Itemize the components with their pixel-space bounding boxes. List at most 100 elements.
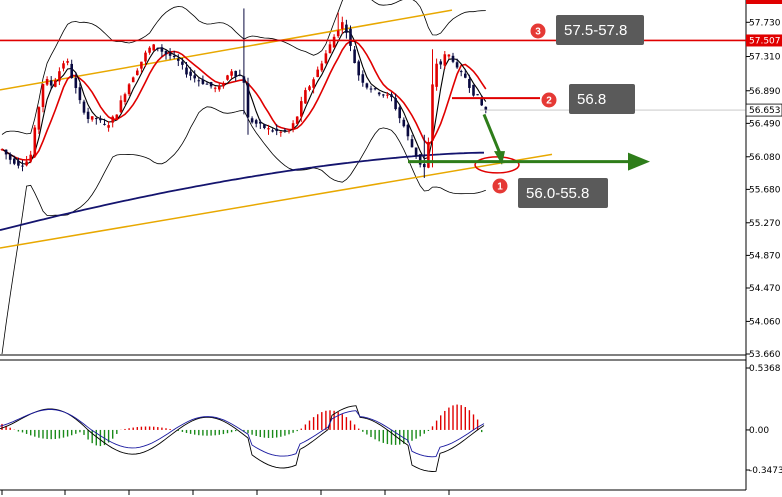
candle-body [218,85,221,90]
candle-body [226,75,229,80]
resistance-price-label: 57.507 [749,36,781,46]
candle-body [45,78,49,85]
candle-body [328,44,332,54]
candle-body [95,118,98,120]
candle-body [414,147,418,157]
candle-body [13,158,16,164]
candle-body [402,119,406,127]
candle-body [484,106,488,111]
candle-body [185,67,188,75]
candle-body [160,47,164,52]
candle-body [459,71,463,73]
annotation-box-1 [518,178,608,208]
candle-body [439,61,442,65]
candle-body [144,52,147,62]
candle-body [308,86,311,90]
candle-body [455,62,459,68]
candle-body [295,116,299,124]
candle-body [230,71,233,76]
candle-body [332,36,336,48]
candle-body [99,118,102,121]
candle-body [49,80,53,86]
candle-body [427,141,430,168]
candle-body [193,75,196,79]
candle-body [304,90,307,104]
candle-body [33,127,37,157]
y-tick-label: 53.660 [749,350,781,360]
annotation-label-3: 57.5-57.8 [564,22,627,39]
candle-body [29,154,32,162]
y-tick-label: 57.730 [749,18,781,28]
arrow-right-head [628,152,650,171]
candle-body [480,98,483,106]
candle-body [283,129,287,131]
candle-body [361,74,365,83]
candle-body [107,125,110,128]
candle-body [341,22,344,29]
candle-body [345,24,348,33]
channel-lower-line [0,153,553,249]
macd-indicator [0,404,485,472]
candle-body [213,87,217,89]
y-tick-label: 56.490 [749,119,781,129]
top-price-tag [746,0,782,4]
candle-body [263,124,266,129]
y-tick-label: 57.310 [749,53,781,63]
candle-body [336,30,340,37]
candle-body [205,83,209,85]
candle-body [152,44,155,51]
candle-body [316,69,319,77]
candle-body [398,107,401,119]
candle-body [41,84,45,108]
candle-body [324,53,328,64]
y-tick-label: 55.270 [749,219,781,229]
annotation-marker-3 [529,22,547,40]
candle-body [25,161,28,166]
candle-body [246,83,250,118]
candle-body [58,71,61,82]
candle-body [291,123,295,130]
y-tick-label: 54.060 [749,317,781,327]
candle-body [66,61,69,63]
candle-body [127,84,131,95]
candle-body [435,63,438,87]
candle-body [8,154,12,160]
candle-body [410,139,414,148]
annotation-box-3 [556,15,644,45]
y-tick-label: 56.080 [749,153,781,163]
candle-body [386,94,389,96]
candle-body [353,49,356,64]
candle-body [86,111,90,119]
candle-body [287,130,291,132]
macd-y-tick-label: 0.5368 [749,364,781,374]
candle-body [254,120,258,124]
candle-body [172,55,176,57]
y-tick-label: 54.470 [749,284,781,294]
candle-body [238,74,242,76]
candle-body [17,160,20,166]
y-tick-label: 55.680 [749,185,781,195]
candle-body [468,79,471,88]
candle-body [103,123,106,125]
candle-body [464,73,467,78]
candle-body [390,94,393,98]
annotation-marker-number-2: 2 [546,96,552,107]
candle-body [377,92,381,95]
candle-body [312,79,315,88]
candle-body [90,116,94,120]
candle-body [300,101,303,117]
candle-body [177,58,180,61]
candle-body [267,128,270,130]
candle-body [37,107,41,130]
candle-body [70,63,73,78]
support-zone-ellipse [474,156,520,174]
resistance-price-tag [746,34,782,47]
candle-body [423,163,426,168]
candle-body [119,100,123,113]
indicator-panel-bg [0,360,746,490]
candle-body [136,70,139,76]
main-panel-bg [0,0,746,355]
macd-y-tick-label: -0.3473 [749,466,782,476]
arrow-down-shaft [482,113,502,155]
